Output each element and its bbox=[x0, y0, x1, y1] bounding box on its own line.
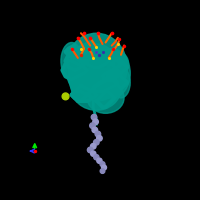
Point bbox=[118, 38, 121, 41]
Circle shape bbox=[92, 127, 98, 133]
Point bbox=[98, 53, 101, 56]
Point bbox=[82, 32, 86, 35]
Ellipse shape bbox=[66, 33, 127, 101]
Ellipse shape bbox=[87, 83, 124, 113]
Ellipse shape bbox=[70, 67, 92, 98]
Ellipse shape bbox=[69, 46, 99, 101]
Circle shape bbox=[90, 123, 95, 128]
Point bbox=[76, 36, 79, 39]
Circle shape bbox=[97, 135, 102, 141]
Circle shape bbox=[87, 147, 93, 153]
Point bbox=[33, 149, 36, 153]
Point bbox=[95, 45, 98, 49]
Point bbox=[110, 32, 113, 35]
Circle shape bbox=[100, 169, 105, 173]
Ellipse shape bbox=[93, 49, 130, 98]
Point bbox=[112, 47, 115, 50]
Circle shape bbox=[62, 93, 69, 100]
Ellipse shape bbox=[81, 44, 112, 66]
Circle shape bbox=[95, 131, 101, 137]
Point bbox=[101, 50, 104, 53]
Circle shape bbox=[91, 151, 96, 156]
Circle shape bbox=[94, 140, 99, 145]
Circle shape bbox=[91, 114, 97, 120]
Ellipse shape bbox=[61, 42, 82, 79]
Point bbox=[79, 47, 83, 50]
Point bbox=[89, 36, 92, 39]
Circle shape bbox=[93, 119, 98, 125]
Point bbox=[87, 47, 90, 50]
Point bbox=[95, 50, 98, 53]
Circle shape bbox=[90, 144, 96, 149]
Ellipse shape bbox=[112, 67, 130, 98]
Circle shape bbox=[100, 162, 105, 167]
Ellipse shape bbox=[107, 52, 129, 76]
Point bbox=[122, 44, 126, 47]
Ellipse shape bbox=[72, 67, 121, 110]
Circle shape bbox=[94, 155, 99, 160]
Point bbox=[96, 32, 99, 35]
Point bbox=[116, 42, 120, 46]
Point bbox=[79, 53, 83, 56]
Point bbox=[92, 56, 95, 59]
Point bbox=[70, 47, 73, 50]
Circle shape bbox=[102, 165, 107, 170]
Point bbox=[107, 56, 110, 59]
Circle shape bbox=[97, 158, 102, 163]
